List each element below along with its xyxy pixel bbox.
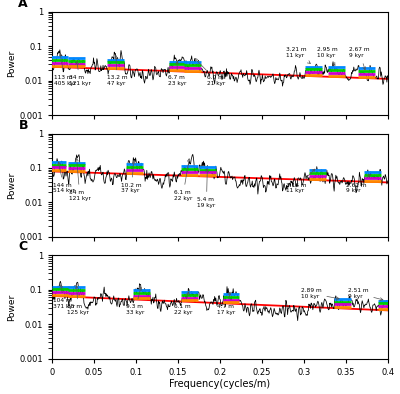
Text: 35 m
125 kyr: 35 m 125 kyr [67, 286, 89, 315]
Text: 2.51 m
9 kyr: 2.51 m 9 kyr [348, 288, 383, 301]
Text: 6.1 m
22 kyr: 6.1 m 22 kyr [174, 292, 192, 315]
Text: 3.21 m
11 kyr: 3.21 m 11 kyr [286, 47, 310, 63]
Text: 2.89 m
10 kyr: 2.89 m 10 kyr [301, 288, 339, 299]
Text: 6.7 m
23 kyr: 6.7 m 23 kyr [168, 61, 186, 86]
Text: 9.3 m
33 kyr: 9.3 m 33 kyr [126, 287, 144, 315]
Text: 34 m
121 kyr: 34 m 121 kyr [69, 158, 91, 201]
X-axis label: Frequency(cycles/m): Frequency(cycles/m) [170, 379, 270, 389]
Text: 6.0 m
21 kyr: 6.0 m 21 kyr [195, 58, 226, 86]
Text: 34 m
121 kyr: 34 m 121 kyr [69, 61, 91, 86]
Text: 13.2 m
47 kyr: 13.2 m 47 kyr [106, 56, 127, 86]
Text: 2.67 m
9 kyr: 2.67 m 9 kyr [349, 47, 370, 70]
Text: 4.7 m
17 kyr: 4.7 m 17 kyr [217, 292, 235, 315]
Y-axis label: Power: Power [8, 293, 16, 321]
Text: 2.95 m
10 kyr: 2.95 m 10 kyr [318, 47, 338, 65]
Text: A: A [18, 0, 28, 10]
Text: 5.4 m
19 kyr: 5.4 m 19 kyr [197, 169, 216, 208]
Text: C: C [18, 240, 28, 253]
Text: 113 m
405 kyr: 113 m 405 kyr [54, 53, 76, 86]
Text: 10.2 m
37 kyr: 10.2 m 37 kyr [121, 161, 142, 193]
Y-axis label: Power: Power [8, 171, 16, 199]
Text: B: B [18, 119, 28, 132]
Text: 2.62 m
9 kyr: 2.62 m 9 kyr [346, 175, 370, 193]
Y-axis label: Power: Power [8, 50, 16, 77]
Text: 3.16 m
11 kyr: 3.16 m 11 kyr [286, 169, 315, 193]
Text: 144 m
514 kyr: 144 m 514 kyr [53, 162, 75, 193]
Text: 6.1 m
22 kyr: 6.1 m 22 kyr [174, 159, 192, 201]
Text: 104 m
371 kyr: 104 m 371 kyr [53, 285, 75, 309]
